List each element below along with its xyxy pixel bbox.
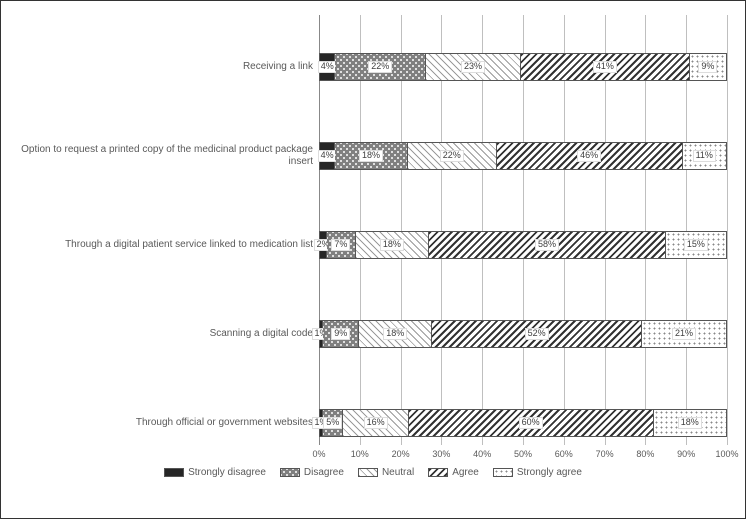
bar-segment: 22% (335, 53, 426, 81)
segment-value-label: 18% (380, 239, 404, 251)
segment-value-label: 15% (684, 239, 708, 251)
segment-value-label: 9% (698, 61, 717, 73)
segment-value-label: 4% (318, 61, 337, 73)
legend-label: Strongly disagree (188, 467, 266, 478)
segment-value-label: 60% (519, 417, 543, 429)
segment-value-label: 7% (331, 239, 350, 251)
bar-segment: 4% (319, 53, 335, 81)
x-tick-label: 70% (596, 449, 614, 459)
segment-value-label: 23% (461, 61, 485, 73)
bar-segment: 18% (335, 142, 408, 170)
bar-segment: 9% (323, 320, 359, 348)
legend-label: Neutral (382, 467, 414, 478)
bar-row: Scanning a digital code1%9%18%52%21% (319, 320, 727, 348)
bar-row: Through a digital patient service linked… (319, 231, 727, 259)
x-tick-label: 90% (677, 449, 695, 459)
legend-item: Neutral (358, 467, 414, 478)
segment-value-label: 18% (383, 328, 407, 340)
bar-segment: 16% (343, 409, 408, 437)
gridline (727, 15, 728, 445)
segment-value-label: 52% (525, 328, 549, 340)
legend-label: Strongly agree (517, 467, 582, 478)
segment-value-label: 5% (323, 417, 342, 429)
segment-value-label: 9% (331, 328, 350, 340)
category-label: Receiving a link (19, 61, 319, 73)
bar-segment: 4% (319, 142, 335, 170)
legend-item: Disagree (280, 467, 344, 478)
x-tick-label: 0% (312, 449, 325, 459)
segment-value-label: 46% (577, 150, 601, 162)
category-label: Through a digital patient service linked… (19, 239, 319, 251)
category-label: Option to request a printed copy of the … (19, 144, 319, 168)
legend-swatch (280, 468, 300, 477)
bar-segment: 7% (327, 231, 356, 259)
bar-segment: 23% (426, 53, 521, 81)
bar-row: Option to request a printed copy of the … (319, 142, 727, 170)
legend-label: Disagree (304, 467, 344, 478)
bar-segment: 41% (521, 53, 690, 81)
legend-item: Agree (428, 467, 479, 478)
bar-segment: 46% (497, 142, 683, 170)
legend-swatch (358, 468, 378, 477)
x-tick-label: 10% (351, 449, 369, 459)
bar-segment: 18% (359, 320, 432, 348)
x-tick-label: 100% (715, 449, 738, 459)
likert-stacked-bar-chart: Receiving a link4%22%23%41%9%Option to r… (0, 0, 746, 519)
legend-swatch (428, 468, 448, 477)
x-tick-label: 30% (432, 449, 450, 459)
bar-segment: 9% (690, 53, 727, 81)
legend-swatch (164, 468, 184, 477)
segment-value-label: 16% (364, 417, 388, 429)
bar-segment: 58% (429, 231, 666, 259)
legend-item: Strongly disagree (164, 467, 266, 478)
segment-value-label: 58% (535, 239, 559, 251)
bar-row: Through official or government websites1… (319, 409, 727, 437)
bar-segment: 5% (323, 409, 343, 437)
segment-value-label: 18% (359, 150, 383, 162)
category-label: Through official or government websites (19, 417, 319, 429)
legend-label: Agree (452, 467, 479, 478)
bar-segment: 52% (432, 320, 642, 348)
segment-value-label: 11% (693, 150, 716, 162)
legend: Strongly disagree Disagree Neutral Agree Str… (1, 467, 745, 478)
bar-segment: 22% (408, 142, 497, 170)
segment-value-label: 4% (318, 150, 337, 162)
x-tick-label: 80% (636, 449, 654, 459)
segment-value-label: 22% (368, 61, 392, 73)
segment-value-label: 41% (593, 61, 617, 73)
x-tick-label: 60% (555, 449, 573, 459)
bar-segment: 18% (356, 231, 429, 259)
bar-segment: 2% (319, 231, 327, 259)
bar-segment: 21% (642, 320, 727, 348)
x-tick-label: 50% (514, 449, 532, 459)
bar-segment: 11% (683, 142, 727, 170)
legend-item: Strongly agree (493, 467, 582, 478)
segment-value-label: 22% (440, 150, 464, 162)
legend-swatch (493, 468, 513, 477)
segment-value-label: 21% (672, 328, 696, 340)
bar-segment: 60% (409, 409, 654, 437)
x-axis-ticks: 0%10%20%30%40%50%60%70%80%90%100% (319, 447, 727, 461)
bar-segment: 18% (654, 409, 727, 437)
x-tick-label: 40% (473, 449, 491, 459)
plot-area: Receiving a link4%22%23%41%9%Option to r… (319, 15, 727, 445)
x-tick-label: 20% (392, 449, 410, 459)
bar-row: Receiving a link4%22%23%41%9% (319, 53, 727, 81)
segment-value-label: 18% (678, 417, 702, 429)
bar-segment: 15% (666, 231, 727, 259)
category-label: Scanning a digital code (19, 328, 319, 340)
